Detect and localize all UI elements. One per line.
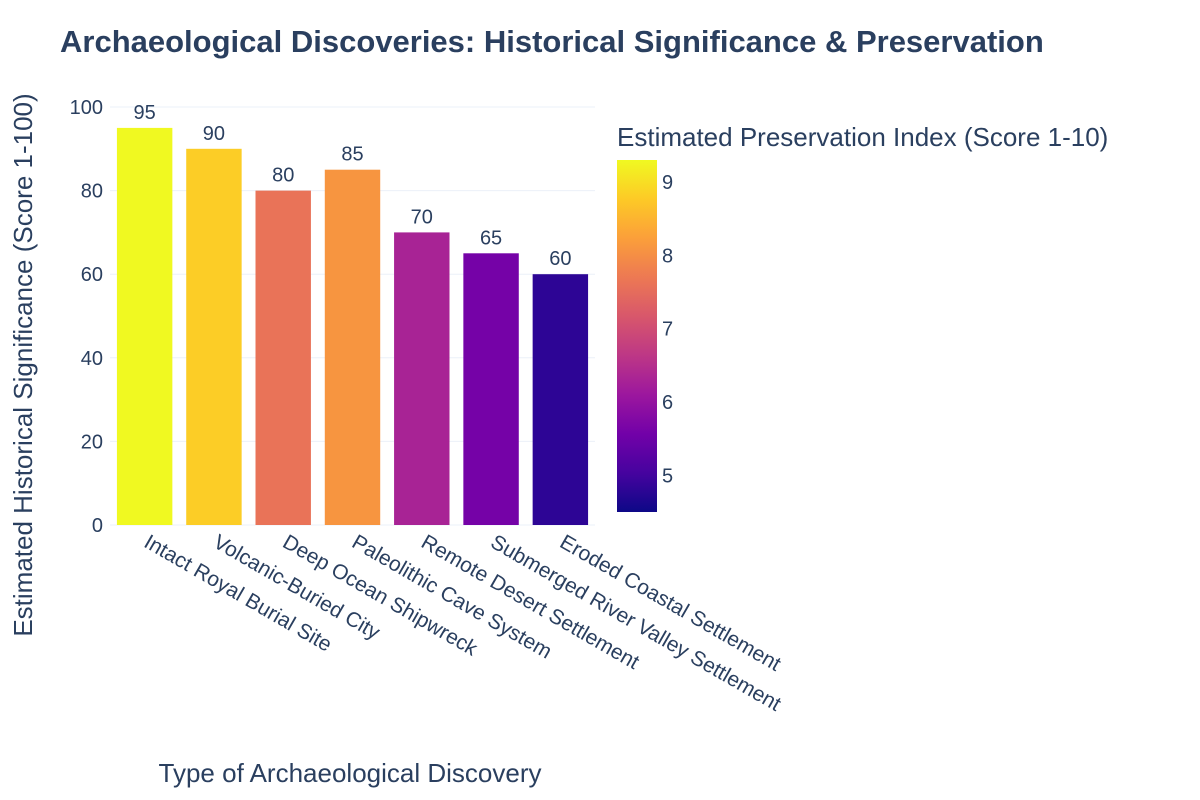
bars	[116, 127, 589, 526]
y-tick-label: 40	[81, 348, 103, 370]
colorbar-title: Estimated Preservation Index (Score 1-10…	[617, 122, 1108, 152]
y-axis-ticks: 0 20 40 60 80 100	[70, 97, 103, 537]
bar	[255, 190, 311, 525]
bar	[324, 169, 381, 525]
colorbar-tick-label: 5	[662, 465, 673, 487]
y-tick-label: 0	[92, 515, 103, 537]
bar	[394, 232, 450, 525]
bar-value-label: 65	[480, 227, 502, 249]
bar	[532, 274, 589, 525]
bar-value-label: 85	[341, 144, 363, 166]
bar-value-label: 95	[134, 102, 156, 124]
y-tick-label: 20	[81, 431, 103, 453]
colorbar-tick-label: 9	[662, 172, 673, 194]
y-axis-title: Estimated Historical Significance (Score…	[8, 93, 38, 636]
chart-title: Archaeological Discoveries: Historical S…	[60, 24, 1044, 59]
bar	[116, 127, 173, 526]
bar-value-label: 80	[272, 165, 294, 187]
y-tick-label: 80	[81, 181, 103, 203]
x-tick-label: Submerged River Valley Settlement	[487, 530, 785, 716]
colorbar	[617, 160, 657, 512]
colorbar-tick-label: 6	[662, 392, 673, 414]
colorbar-ticks: 5 6 7 8 9	[662, 172, 673, 487]
bar-value-label: 70	[411, 206, 433, 228]
bar	[186, 148, 242, 526]
bar	[463, 253, 519, 526]
bar-value-label: 90	[203, 123, 225, 145]
x-axis-title: Type of Archaeological Discovery	[159, 758, 542, 788]
colorbar-tick-label: 7	[662, 319, 673, 341]
y-tick-label: 100	[70, 97, 103, 119]
bar-value-label: 60	[549, 248, 571, 270]
y-tick-label: 60	[81, 264, 103, 286]
bar-value-labels: 95 90 80 85 70 65 60	[134, 102, 572, 270]
x-axis-ticks: Intact Royal Burial SiteVolcanic-Buried …	[140, 530, 785, 716]
colorbar-tick-label: 8	[662, 245, 673, 267]
